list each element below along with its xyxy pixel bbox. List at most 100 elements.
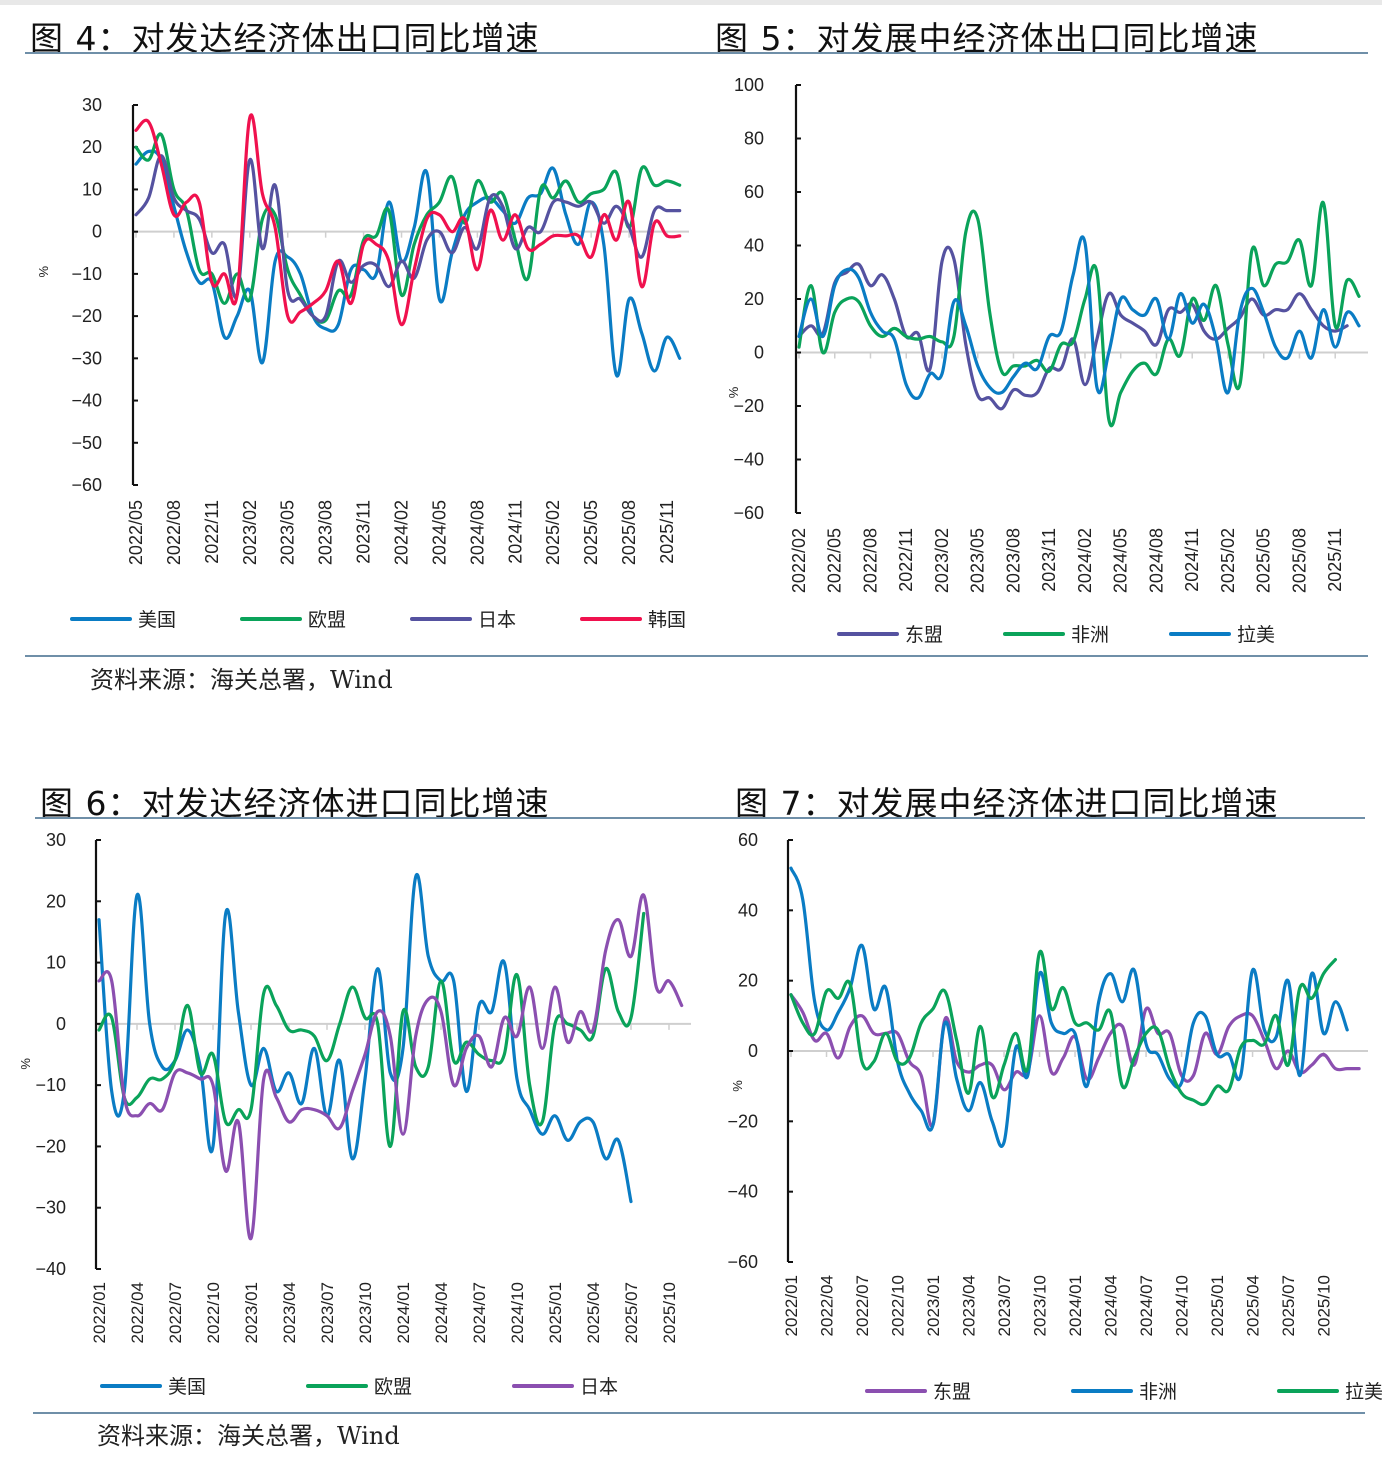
x-tick-label: 2022/08 <box>860 528 880 593</box>
legend-label: 欧盟 <box>374 1376 413 1398</box>
y-tick-label: 20 <box>82 137 102 157</box>
legend-swatch <box>1071 1388 1134 1393</box>
x-tick-label: 2024/04 <box>1102 1275 1121 1336</box>
x-tick-label: 2022/07 <box>166 1282 185 1343</box>
fig5-chart: 100 80 60 40 20 0 −20 −40 −60% 2022/02 2022/05 2022… <box>726 75 1368 593</box>
x-tick-label: 2024/02 <box>392 500 412 565</box>
x-tick-label: 2024/11 <box>505 500 525 564</box>
x-tick-label: 2024/05 <box>429 500 449 565</box>
top-bar <box>0 0 1382 5</box>
x-tick-label: 2023/07 <box>995 1275 1014 1336</box>
y-tick-label: 0 <box>748 1041 758 1061</box>
legend-label: 美国 <box>138 609 177 631</box>
legend-item: 日本 <box>512 1372 618 1399</box>
series-line-1 <box>97 911 646 1149</box>
x-tick-label: 2024/07 <box>470 1282 489 1343</box>
y-tick-label: 20 <box>738 971 758 991</box>
y-tick-label: 80 <box>744 129 764 149</box>
source-rule-bottom <box>33 1412 1365 1414</box>
legend-label: 日本 <box>580 1376 619 1398</box>
x-tick-label: 2023/08 <box>1003 528 1023 593</box>
series-line-3 <box>134 113 682 327</box>
legend-label: 韩国 <box>648 609 687 631</box>
y-tick-label: −60 <box>71 475 102 495</box>
x-tick-label: 2024/11 <box>1182 528 1202 592</box>
legend-item: 韩国 <box>580 605 686 632</box>
x-tick-label: 2022/07 <box>853 1275 872 1336</box>
y-tick-label: 20 <box>46 891 66 911</box>
x-tick-label: 2024/07 <box>1137 1275 1156 1336</box>
x-tick-label: 2023/04 <box>280 1282 299 1343</box>
legend-swatch <box>1169 631 1232 636</box>
y-axis-label: % <box>18 1058 33 1070</box>
x-tick-label: 2024/08 <box>467 500 487 565</box>
y-tick-label: 20 <box>744 289 764 309</box>
x-tick-label: 2025/08 <box>1289 528 1309 593</box>
y-axis-label: % <box>726 386 741 398</box>
y-tick-label: −30 <box>35 1198 66 1218</box>
x-tick-label: 2024/08 <box>1146 528 1166 593</box>
legend-swatch <box>1277 1388 1340 1393</box>
legend-item: 拉美 <box>1169 620 1275 647</box>
series-line-0 <box>797 245 1349 411</box>
y-tick-label: −20 <box>35 1136 66 1156</box>
y-tick-label: −10 <box>71 264 102 284</box>
y-tick-label: 30 <box>82 95 102 115</box>
legend-item: 欧盟 <box>240 605 346 632</box>
x-tick-label: 2023/04 <box>960 1275 979 1336</box>
y-tick-label: −60 <box>733 503 764 523</box>
fig7-chart: 60 40 20 0 −20 −40 −60% 2022/01 2022/04 2022/07 20… <box>727 830 1368 1336</box>
legend-label: 东盟 <box>905 624 944 646</box>
y-tick-label: −40 <box>71 391 102 411</box>
y-tick-label: −30 <box>71 348 102 368</box>
x-tick-label: 2022/02 <box>789 528 809 593</box>
y-tick-label: 60 <box>744 182 764 202</box>
y-tick-label: −40 <box>733 450 764 470</box>
x-tick-label: 2022/11 <box>202 500 222 564</box>
y-tick-label: 60 <box>738 830 758 850</box>
series-line-1 <box>134 132 682 324</box>
y-tick-label: −10 <box>35 1075 66 1095</box>
y-tick-label: 30 <box>46 830 66 850</box>
legend-swatch <box>410 616 473 621</box>
x-tick-label: 2025/05 <box>1254 528 1274 593</box>
x-tick-label: 2024/01 <box>1066 1275 1085 1336</box>
y-axis-label: % <box>730 1080 745 1092</box>
x-tick-label: 2023/02 <box>932 528 952 593</box>
y-tick-label: −20 <box>71 306 102 326</box>
legend-item: 东盟 <box>837 620 943 647</box>
x-tick-label: 2025/11 <box>1325 528 1345 592</box>
legend-item: 非洲 <box>1003 620 1109 647</box>
fig6-title: 图 6：对发达经济体进口同比增速 <box>40 784 550 823</box>
x-tick-label: 2022/11 <box>896 528 916 592</box>
x-tick-label: 2023/05 <box>278 500 298 565</box>
x-tick-label: 2024/10 <box>508 1282 527 1343</box>
legend-item: 拉美 <box>1277 1377 1382 1404</box>
legend-label: 非洲 <box>1139 1381 1178 1403</box>
x-tick-label: 2022/08 <box>164 500 184 565</box>
x-tick-label: 2023/01 <box>924 1275 943 1336</box>
x-tick-label: 2023/05 <box>968 528 988 593</box>
series-line-2 <box>797 235 1361 400</box>
x-tick-label: 2023/02 <box>240 500 260 565</box>
y-tick-label: 100 <box>734 75 764 95</box>
series-line-2 <box>134 154 682 323</box>
y-tick-label: −20 <box>733 396 764 416</box>
x-tick-label: 2023/11 <box>354 500 374 564</box>
source-note-bottom: 资料来源：海关总署，Wind <box>97 1422 400 1450</box>
legend-swatch <box>240 616 303 621</box>
series-line-0 <box>134 149 682 378</box>
x-tick-label: 2022/10 <box>889 1275 908 1336</box>
series-line-2 <box>97 893 684 1241</box>
x-tick-label: 2024/04 <box>432 1282 451 1343</box>
y-tick-label: 40 <box>738 900 758 920</box>
x-tick-label: 2025/07 <box>622 1282 641 1343</box>
x-tick-label: 2024/05 <box>1111 528 1131 593</box>
x-tick-label: 2025/05 <box>581 500 601 565</box>
x-tick-label: 2022/05 <box>126 500 146 565</box>
fig6-chart: 30 20 10 0 −10 −20 −30 −40% 2022/01 2022/04 2022/0… <box>18 830 691 1343</box>
legend-swatch <box>865 1388 927 1393</box>
x-tick-label: 2023/10 <box>1031 1275 1050 1336</box>
x-tick-label: 2022/04 <box>128 1282 147 1343</box>
x-tick-label: 2022/01 <box>90 1282 109 1343</box>
